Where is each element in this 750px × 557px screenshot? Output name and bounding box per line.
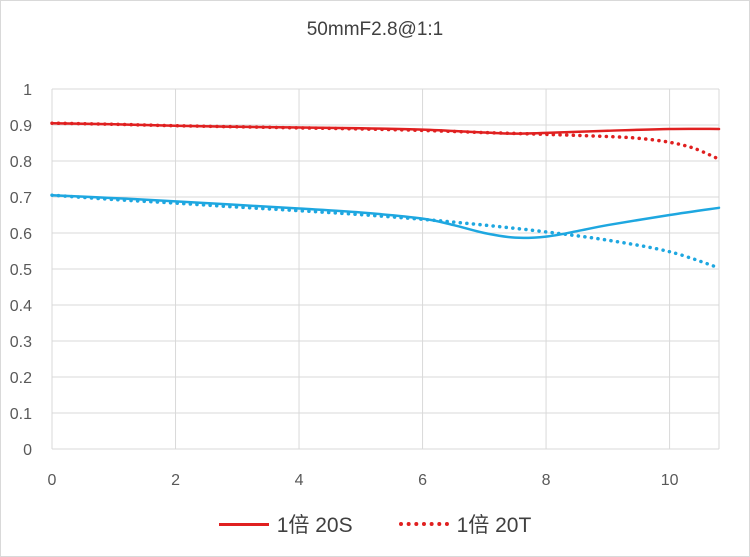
series-line-blue-dotted	[50, 193, 721, 270]
y-tick-label: 0.2	[10, 370, 32, 387]
legend-swatch-solid	[218, 522, 269, 526]
y-tick-label: 0.6	[10, 226, 32, 243]
series-line-red-dotted	[50, 121, 721, 161]
y-tick-label: 0.9	[10, 118, 32, 135]
x-tick-label: 6	[418, 472, 427, 489]
legend-label-dotted: 1倍 20T	[456, 514, 532, 537]
x-tick-label: 10	[661, 472, 679, 489]
chart-title: 50mmF2.8@1:1	[306, 19, 444, 40]
y-tick-label: 1	[23, 82, 32, 99]
chart-legend: 1倍 20S 1倍 20T	[1, 509, 749, 539]
x-tick-label: 2	[171, 472, 180, 489]
legend-item-dotted: 1倍 20T	[398, 509, 532, 539]
y-tick-label: 0.8	[10, 154, 32, 171]
x-tick-label: 8	[542, 472, 551, 489]
legend-item-solid: 1倍 20S	[218, 509, 353, 539]
x-tick-label: 4	[295, 472, 304, 489]
y-tick-label: 0.7	[10, 190, 32, 207]
y-tick-label: 0.4	[10, 298, 32, 315]
series-line-blue-solid	[50, 193, 721, 240]
legend-swatch-dotted	[398, 522, 449, 526]
legend-label-solid: 1倍 20S	[276, 514, 353, 537]
x-tick-label: 0	[48, 472, 57, 489]
y-tick-label: 0.5	[10, 262, 32, 279]
y-tick-label: 0.3	[10, 334, 32, 351]
y-tick-label: 0	[23, 442, 32, 459]
y-tick-label: 0.1	[10, 406, 32, 423]
